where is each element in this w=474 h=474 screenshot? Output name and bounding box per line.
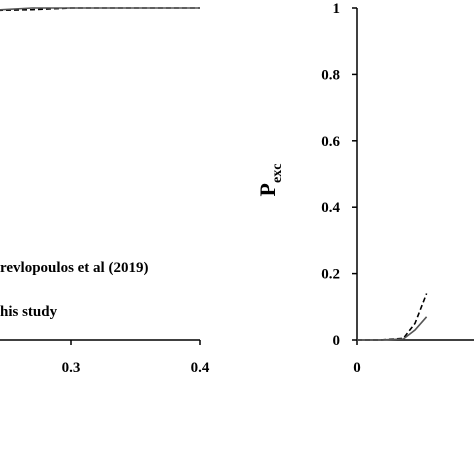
right-series-group — [357, 293, 428, 341]
left-chart-panel: 0.3 0.4 revlopoulos et al (2019) his stud… — [0, 7, 210, 376]
right-y-tick-label: 0.2 — [321, 267, 340, 283]
right-x-tick-label: 0 — [353, 360, 361, 376]
left-x-tick-label: 0.4 — [191, 360, 210, 376]
left-x-ticks: 0.3 0.4 — [62, 340, 210, 376]
right-x-ticks: 0 — [353, 340, 361, 376]
right-series-trevlopoulos-line — [357, 293, 428, 341]
left-series-this-study-line — [0, 7, 200, 11]
right-y-axis-label: Pexc — [255, 164, 285, 197]
y-label-main: P — [255, 183, 280, 196]
left-legend: revlopoulos et al (2019) his study — [0, 260, 148, 320]
legend-label-this-study: his study — [0, 304, 58, 320]
right-chart-panel: 0 0.2 0.4 0.6 0.8 1 0 Pexc — [255, 1, 474, 376]
right-y-tick-label: 0.8 — [321, 67, 340, 83]
right-y-tick-label: 0.6 — [321, 134, 340, 150]
right-y-ticks: 0 0.2 0.4 0.6 0.8 1 — [321, 1, 357, 349]
right-y-tick-label: 0.4 — [321, 200, 340, 216]
right-y-tick-label: 1 — [333, 1, 341, 17]
left-x-tick-label: 0.3 — [62, 360, 81, 376]
legend-label-trevlopoulos: revlopoulos et al (2019) — [0, 260, 148, 276]
right-y-tick-label: 0 — [333, 333, 341, 349]
y-label-subscript: exc — [270, 164, 285, 183]
right-series-this-study-line — [357, 316, 428, 341]
left-series-group — [0, 7, 200, 12]
